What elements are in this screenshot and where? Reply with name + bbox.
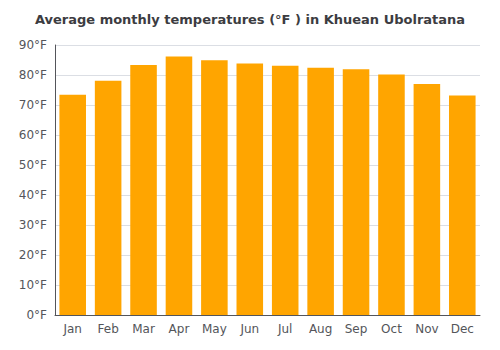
svg-text:90°F: 90°F (19, 38, 47, 52)
svg-text:Nov: Nov (415, 322, 438, 336)
svg-text:Aug: Aug (309, 322, 332, 336)
svg-text:30°F: 30°F (19, 218, 47, 232)
svg-text:May: May (202, 322, 227, 336)
svg-text:70°F: 70°F (19, 98, 47, 112)
svg-text:0°F: 0°F (26, 308, 47, 322)
svg-text:10°F: 10°F (19, 278, 47, 292)
svg-text:Feb: Feb (98, 322, 119, 336)
svg-text:Sep: Sep (345, 322, 368, 336)
svg-text:Jun: Jun (239, 322, 259, 336)
svg-text:Jan: Jan (62, 322, 82, 336)
svg-text:20°F: 20°F (19, 248, 47, 262)
svg-text:Oct: Oct (381, 322, 402, 336)
svg-text:Apr: Apr (169, 322, 190, 336)
svg-text:80°F: 80°F (19, 68, 47, 82)
svg-text:Mar: Mar (132, 322, 155, 336)
svg-text:60°F: 60°F (19, 128, 47, 142)
svg-text:Jul: Jul (277, 322, 292, 336)
svg-text:50°F: 50°F (19, 158, 47, 172)
svg-text:Dec: Dec (451, 322, 474, 336)
svg-text:Average monthly temperatures (: Average monthly temperatures (°F ) in Kh… (35, 12, 465, 27)
svg-text:40°F: 40°F (19, 188, 47, 202)
